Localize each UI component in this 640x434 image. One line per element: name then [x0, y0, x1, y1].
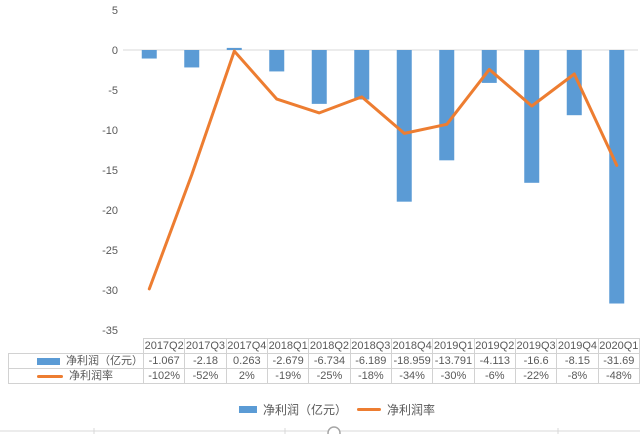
table-cell: -6% — [473, 368, 516, 384]
table-header-cell: 2018Q3 — [349, 338, 392, 354]
table-header-cell: 2019Q4 — [556, 338, 599, 354]
table-corner-cell — [9, 339, 144, 354]
table-cell: -48% — [597, 368, 640, 384]
table-header-cell: 2019Q1 — [432, 338, 475, 354]
legend-item-net-margin: 净利润率 — [357, 401, 435, 418]
bar-2017Q2 — [141, 50, 157, 59]
bar-2017Q3 — [184, 50, 200, 68]
table-cell: -6.189 — [349, 353, 392, 369]
table-cell: -18.959 — [390, 353, 434, 369]
bar-2019Q1 — [439, 50, 455, 161]
table-header-cell: 2017Q3 — [184, 338, 227, 354]
y-axis-label: -25 — [102, 245, 118, 257]
bar-series-swatch-icon — [37, 357, 60, 365]
chart-legend: 净利润（亿元） 净利润率 — [238, 401, 435, 418]
y-axis-label: 0 — [112, 45, 118, 57]
table-header-cell: 2019Q3 — [514, 338, 558, 354]
row-label-text: 净利润（亿元） — [66, 355, 143, 367]
table-cell: 0.263 — [225, 353, 268, 369]
table-row: 净利润（亿元） -1.067 -2.18 0.263 -2.679 -6.734 -6.18… — [8, 353, 640, 369]
line-series-swatch-icon — [357, 408, 381, 411]
bar-2019Q3 — [524, 50, 540, 183]
table-cell: 2% — [225, 368, 268, 384]
table-cell: -6.734 — [308, 353, 351, 369]
table-cell: -1.067 — [142, 353, 186, 369]
table-cell: -22% — [514, 368, 558, 384]
table-header-cell: 2017Q2 — [142, 338, 186, 354]
table-cell: -4.113 — [473, 353, 516, 369]
table-cell: -16.6 — [514, 353, 558, 369]
table-cell: -31.69 — [597, 353, 640, 369]
bar-2018Q4 — [396, 50, 412, 202]
table-cell: -13.791 — [432, 353, 475, 369]
table-header-row: 2017Q2 2017Q3 2017Q4 2018Q1 2018Q2 2018Q3 2018… — [9, 338, 640, 354]
table-header-cell: 2017Q4 — [225, 338, 268, 354]
legend-item-net-profit: 净利润（亿元） — [238, 401, 347, 418]
bar-series-swatch-icon — [238, 406, 257, 413]
table-cell: -52% — [184, 368, 227, 384]
bar-2018Q3 — [354, 50, 370, 100]
y-axis-label: -15 — [102, 165, 118, 177]
y-axis-label: -5 — [108, 85, 118, 97]
table-row: 净利润率 -102% -52% 2% -19% -25% -18% -34% -30% -6% -2… — [8, 368, 640, 384]
data-table: 2017Q2 2017Q3 2017Q4 2018Q1 2018Q2 2018Q3 2018… — [8, 338, 640, 384]
table-header-cell: 2018Q1 — [266, 338, 310, 354]
drag-handle[interactable] — [327, 426, 341, 434]
bar-2018Q2 — [311, 50, 327, 104]
bar-2017Q4 — [226, 47, 242, 50]
bar-2020Q1 — [609, 50, 625, 304]
legend-label-net-profit: 净利润（亿元） — [262, 403, 347, 417]
table-cell: -8% — [556, 368, 599, 384]
net-margin-line — [147, 49, 619, 291]
y-axis-label: -35 — [102, 325, 118, 337]
table-header-cell: 2019Q2 — [473, 338, 516, 354]
table-row-label: 净利润（亿元） — [8, 353, 144, 369]
table-cell: -34% — [390, 368, 434, 384]
table-cell: -19% — [266, 368, 310, 384]
table-cell: -18% — [349, 368, 392, 384]
y-axis-label: -10 — [102, 125, 118, 137]
table-cell: -2.679 — [266, 353, 310, 369]
bar-2018Q1 — [269, 50, 285, 72]
table-header-cell: 2018Q4 — [390, 338, 434, 354]
table-cell: -8.15 — [556, 353, 599, 369]
table-cell: -25% — [308, 368, 351, 384]
legend-label-net-margin: 净利润率 — [387, 403, 436, 417]
bar-2019Q4 — [566, 50, 582, 116]
row-label-text: 净利润率 — [69, 370, 113, 382]
table-row-label: 净利润率 — [8, 368, 144, 384]
y-axis-label: 5 — [112, 5, 118, 17]
y-axis-label: -30 — [102, 285, 118, 297]
table-cell: -2.18 — [184, 353, 227, 369]
line-series-swatch-icon — [37, 374, 63, 378]
table-header-cell: 2018Q2 — [308, 338, 351, 354]
table-cell: -102% — [142, 368, 186, 384]
table-header-cell: 2020Q1 — [597, 338, 640, 354]
y-axis-label: -20 — [102, 205, 118, 217]
table-cell: -30% — [432, 368, 475, 384]
